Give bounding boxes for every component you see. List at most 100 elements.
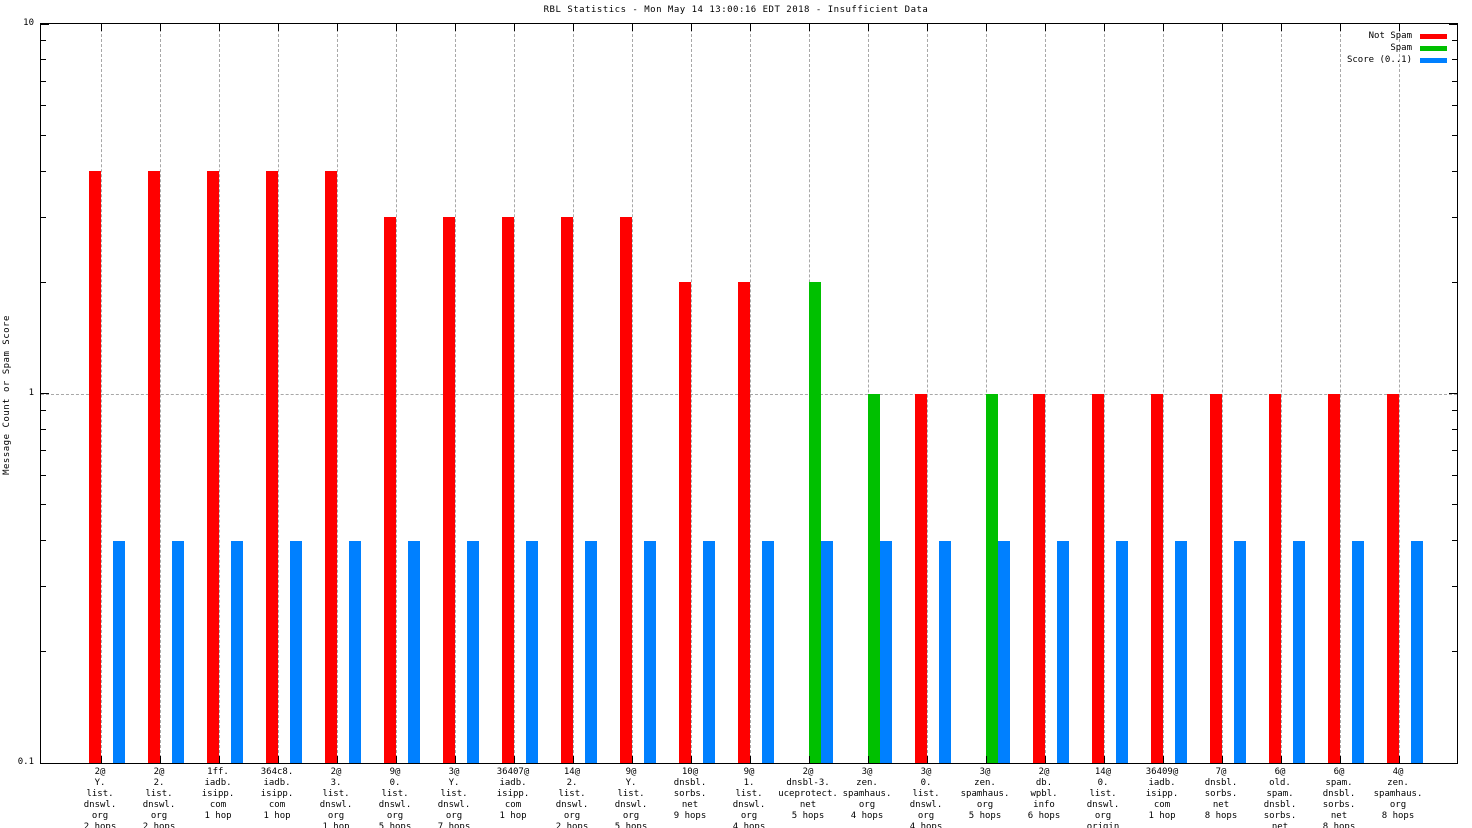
y-minor-tick-right [1452, 540, 1457, 542]
y-minor-tick-right [1452, 409, 1457, 411]
bar-score [408, 540, 420, 763]
x-tick-label: 14@ 2. list. dnswl. org 2 hops [555, 767, 589, 828]
y-major-tick-right [1449, 762, 1457, 764]
x-tick-label: 9@ Y. list. dnswl. org 5 hops [614, 767, 648, 828]
v-gridline [396, 24, 397, 763]
v-gridline [1222, 24, 1223, 763]
y-tick-label: 10 [23, 18, 34, 28]
y-major-tick-right [1449, 393, 1457, 394]
x-tick-label: 14@ 0. list. dnswl. org origin [1086, 767, 1120, 828]
v-gridline [1340, 24, 1341, 763]
y-minor-tick-left [41, 40, 46, 42]
bar-score [1116, 540, 1128, 763]
y-minor-tick-left [41, 134, 46, 136]
y-minor-tick-left [41, 540, 46, 542]
v-gridline [1399, 24, 1400, 763]
bar-not-spam [325, 171, 337, 763]
legend-row-spam: Spam [1347, 42, 1447, 54]
x-tick-label: 3@ Y. list. dnswl. org 7 hops [437, 767, 471, 828]
bar-not-spam [148, 171, 160, 763]
bar-score [1234, 540, 1246, 763]
x-tick-label: 3@ zen. spamhaus. org 4 hops [842, 767, 892, 821]
v-gridline [632, 24, 633, 763]
y-minor-tick-left [41, 428, 46, 430]
x-tick-bottom [1222, 756, 1223, 763]
v-gridline [514, 24, 515, 763]
y-minor-tick-right [1452, 40, 1457, 42]
y-minor-tick-right [1452, 281, 1457, 283]
y-minor-tick-left [41, 450, 46, 452]
v-gridline [1281, 24, 1282, 763]
y-minor-tick-right [1452, 105, 1457, 107]
y-minor-tick-right [1452, 504, 1457, 506]
bar-score [821, 540, 833, 763]
y-minor-tick-left [41, 170, 46, 172]
bar-score [998, 540, 1010, 763]
x-tick-bottom [278, 756, 279, 763]
x-tick-label: 9@ 1. list. dnswl. org 4 hops [732, 767, 766, 828]
x-tick-top [396, 24, 397, 31]
y-tick-label: 0.1 [17, 757, 34, 767]
bar-score [1411, 540, 1423, 763]
x-tick-top [750, 24, 751, 31]
bar-spam [809, 282, 821, 763]
y-minor-tick-right [1452, 134, 1457, 136]
bar-score [1175, 540, 1187, 763]
x-tick-top [1340, 24, 1341, 31]
bar-not-spam [561, 217, 573, 763]
bar-score [585, 540, 597, 763]
bar-score [1352, 540, 1364, 763]
y-tick-label: 1 [28, 387, 34, 398]
x-tick-top [691, 24, 692, 31]
x-tick-top [455, 24, 456, 31]
bar-score [1057, 540, 1069, 763]
v-gridline [1163, 24, 1164, 763]
y-minor-tick-right [1452, 450, 1457, 452]
bar-not-spam [1033, 393, 1045, 763]
x-tick-label: 2@ 2. list. dnswl. org 2 hops [142, 767, 176, 828]
y-minor-tick-left [41, 586, 46, 588]
bar-score [939, 540, 951, 763]
x-tick-bottom [868, 756, 869, 763]
x-tick-bottom [691, 756, 692, 763]
bar-score [644, 540, 656, 763]
x-tick-bottom [337, 756, 338, 763]
bar-score [762, 540, 774, 763]
x-tick-label: 3@ 0. list. dnswl. org 4 hops [909, 767, 943, 828]
x-tick-label: 1ff. iadb. isipp. com 1 hop [201, 767, 235, 821]
y-minor-tick-right [1452, 59, 1457, 61]
bar-score [113, 540, 125, 763]
x-tick-top [1399, 24, 1400, 31]
x-tick-bottom [986, 756, 987, 763]
bar-not-spam [1092, 393, 1104, 763]
x-tick-top [1281, 24, 1282, 31]
x-tick-top [337, 24, 338, 31]
x-tick-bottom [160, 756, 161, 763]
legend-label-not-spam: Not Spam [1368, 31, 1412, 41]
x-tick-bottom [1104, 756, 1105, 763]
bar-not-spam [1328, 393, 1340, 763]
x-tick-top [1104, 24, 1105, 31]
x-tick-top [632, 24, 633, 31]
bar-score [172, 540, 184, 763]
x-tick-label: 2@ 3. list. dnswl. org 1 hop [319, 767, 353, 828]
x-tick-top [1222, 24, 1223, 31]
x-tick-bottom [101, 756, 102, 763]
v-gridline [219, 24, 220, 763]
y-major-tick-left [41, 23, 49, 25]
x-tick-label: 2@ db. wpbl. info 6 hops [1027, 767, 1061, 821]
x-tick-top [1163, 24, 1164, 31]
bar-spam [986, 393, 998, 763]
x-tick-bottom [396, 756, 397, 763]
x-tick-label: 36407@ iadb. isipp. com 1 hop [496, 767, 530, 821]
legend-row-score: Score (0..1) [1347, 54, 1447, 66]
x-tick-bottom [1281, 756, 1282, 763]
x-tick-bottom [750, 756, 751, 763]
y-major-tick-left [41, 393, 49, 394]
bar-score [880, 540, 892, 763]
y-minor-tick-right [1452, 651, 1457, 653]
x-tick-top [809, 24, 810, 31]
x-tick-bottom [1340, 756, 1341, 763]
v-gridline [160, 24, 161, 763]
